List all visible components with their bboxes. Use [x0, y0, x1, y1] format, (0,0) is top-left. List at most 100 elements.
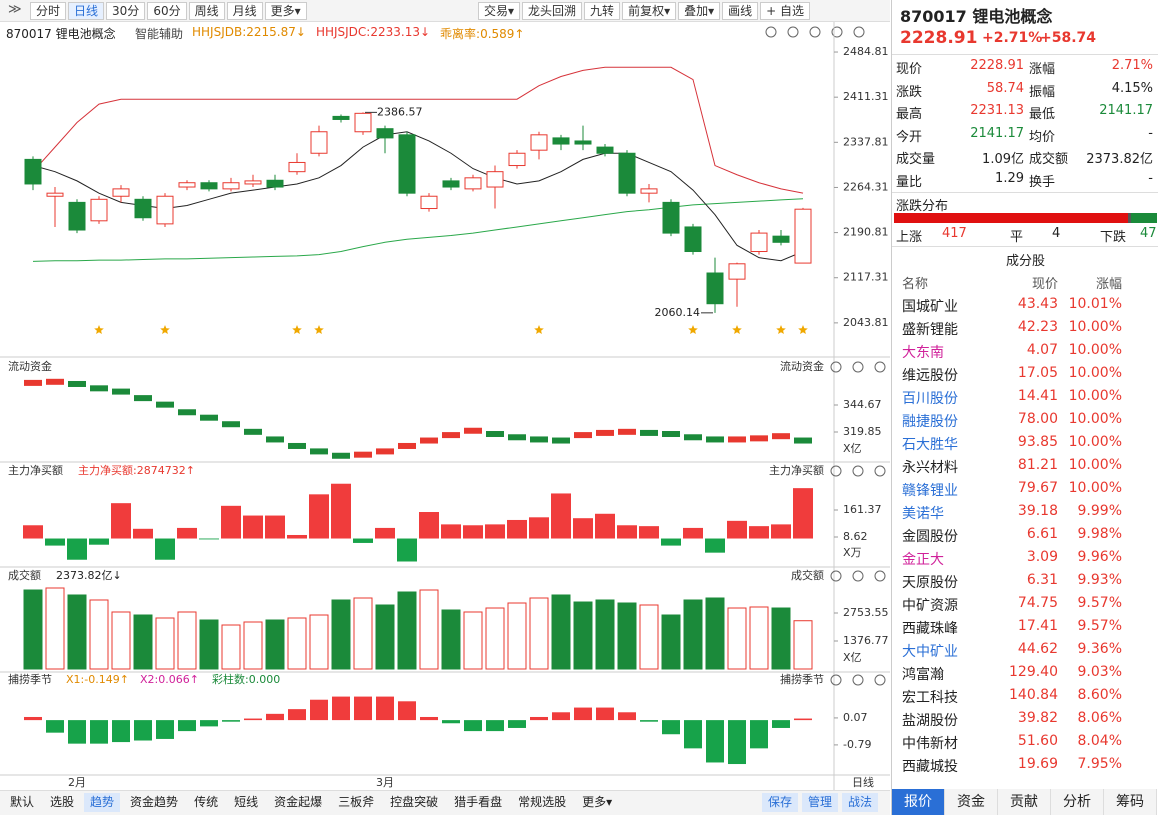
action-button[interactable]: 保存 [762, 793, 799, 812]
quote-value: 2141.17 [1099, 103, 1153, 118]
panel-value: 2373.82亿↓ [56, 569, 122, 582]
stock-name[interactable]: 盛新锂能 [902, 322, 958, 338]
panel-icon[interactable] [809, 26, 821, 38]
candle-body [684, 226, 702, 253]
tool-button[interactable]: 画线 [722, 2, 759, 20]
signal-star [688, 325, 698, 334]
candle-body [750, 232, 768, 253]
period-tab[interactable]: 月线 [226, 2, 263, 20]
netbuy-bar [683, 527, 703, 539]
panel-icon[interactable] [852, 465, 864, 477]
strategy-tab[interactable]: 常规选股 [518, 795, 567, 809]
candle-body [706, 272, 724, 305]
action-button[interactable]: 管理 [802, 793, 839, 812]
strategy-tab[interactable]: 资金趋势 [130, 795, 179, 809]
netbuy-bar [243, 515, 263, 539]
netbuy-bar [353, 538, 373, 543]
stock-name[interactable]: 百川股份 [902, 391, 958, 407]
stock-name[interactable]: 大中矿业 [902, 644, 958, 660]
panel-icon[interactable] [852, 570, 864, 582]
season-bar [750, 720, 768, 749]
stock-name[interactable]: 宏工科技 [902, 690, 958, 706]
tool-button[interactable]: 龙头回溯 [522, 2, 583, 20]
tool-button[interactable]: + 自选 [760, 2, 811, 20]
stock-name[interactable]: 西藏珠峰 [902, 621, 958, 637]
strategy-tab[interactable]: 短线 [234, 795, 259, 809]
season-bar [486, 720, 504, 732]
panel-icon[interactable] [874, 465, 886, 477]
season-bar [90, 720, 108, 744]
period-tab[interactable]: 30分 [106, 2, 146, 20]
stock-name[interactable]: 美诺华 [902, 506, 944, 522]
quote-label: 换手 [1029, 174, 1056, 190]
stock-name[interactable]: 天原股份 [902, 575, 958, 591]
strategy-tab[interactable]: 趋势 [84, 793, 121, 812]
netbuy-bar [793, 488, 813, 539]
candle-body [24, 158, 42, 185]
stock-name[interactable]: 大东南 [902, 345, 944, 361]
period-tab[interactable]: 周线 [188, 2, 225, 20]
stock-name[interactable]: 中矿资源 [902, 598, 958, 614]
flow-bar [442, 432, 460, 439]
tool-button[interactable]: 九转 [584, 2, 621, 20]
stock-name[interactable]: 西藏城投 [902, 759, 958, 775]
strategy-tab[interactable]: 三板斧 [338, 795, 375, 809]
season-bar [640, 720, 658, 722]
panel-icon[interactable] [830, 570, 842, 582]
y-tick-label: 161.37 [843, 503, 882, 516]
action-button[interactable]: 战法 [842, 793, 879, 812]
panel-icon[interactable] [765, 26, 777, 38]
strategy-tab[interactable]: 控盘突破 [390, 795, 439, 809]
panel-tab[interactable]: 报价 [892, 789, 945, 815]
panel-icon[interactable] [787, 26, 799, 38]
quote-label: 量比 [896, 174, 923, 190]
strategy-tab[interactable]: 猎手看盘 [454, 795, 503, 809]
panel-icon[interactable] [831, 26, 843, 38]
panel-title-right: 主力净买额 [769, 463, 824, 477]
stock-name[interactable]: 金圆股份 [902, 529, 958, 545]
tool-button[interactable]: 前复权▾ [622, 2, 677, 20]
tool-button[interactable]: 叠加▾ [678, 2, 721, 20]
stock-change: 10.00% [1068, 342, 1122, 358]
turnover-bar [441, 609, 461, 670]
panel-tab[interactable]: 分析 [1051, 789, 1104, 815]
period-tab[interactable]: 分时 [30, 2, 67, 20]
panel-icon[interactable] [853, 26, 865, 38]
strategy-tab[interactable]: 资金起爆 [274, 795, 323, 809]
strategy-tab[interactable]: 选股 [50, 795, 75, 809]
period-tab[interactable]: 60分 [147, 2, 187, 20]
tool-button[interactable]: 交易▾ [478, 2, 521, 20]
panel-icon[interactable] [830, 465, 842, 477]
stock-name[interactable]: 石大胜华 [902, 437, 958, 453]
period-tab[interactable]: 更多▾ [264, 2, 307, 20]
stock-name[interactable]: 中伟新材 [902, 736, 958, 752]
season-bar [794, 718, 812, 721]
netbuy-bar [287, 534, 307, 539]
stock-name[interactable]: 融捷股份 [902, 414, 958, 430]
panel-tab[interactable]: 筹码 [1104, 789, 1157, 815]
stock-name[interactable]: 国城矿业 [902, 299, 958, 315]
netbuy-bar [617, 525, 637, 539]
strategy-tab[interactable]: 传统 [194, 795, 219, 809]
panel-tab[interactable]: 资金 [945, 789, 998, 815]
period-tab[interactable]: 日线 [68, 2, 105, 20]
panel-icon[interactable] [830, 674, 842, 686]
netbuy-bar [463, 525, 483, 539]
stock-name[interactable]: 维远股份 [902, 368, 958, 384]
stock-name[interactable]: 鸿富瀚 [902, 667, 944, 683]
panel-icon[interactable] [874, 361, 886, 373]
panel-icon[interactable] [874, 570, 886, 582]
strategy-tab[interactable]: 更多▾ [582, 795, 613, 809]
strategy-tab[interactable]: 默认 [10, 795, 35, 809]
stock-name[interactable]: 赣锋锂业 [902, 483, 958, 499]
panel-icon[interactable] [852, 674, 864, 686]
panel-value: 彩柱数:0.000 [212, 672, 280, 686]
panel-icon[interactable] [852, 361, 864, 373]
stock-name[interactable]: 金正大 [902, 552, 944, 568]
collapse-icon[interactable]: ≫ [8, 2, 22, 17]
panel-icon[interactable] [874, 674, 886, 686]
stock-name[interactable]: 盐湖股份 [902, 713, 958, 729]
panel-icon[interactable] [830, 361, 842, 373]
stock-name[interactable]: 永兴材料 [902, 460, 958, 476]
panel-tab[interactable]: 贡献 [998, 789, 1051, 815]
